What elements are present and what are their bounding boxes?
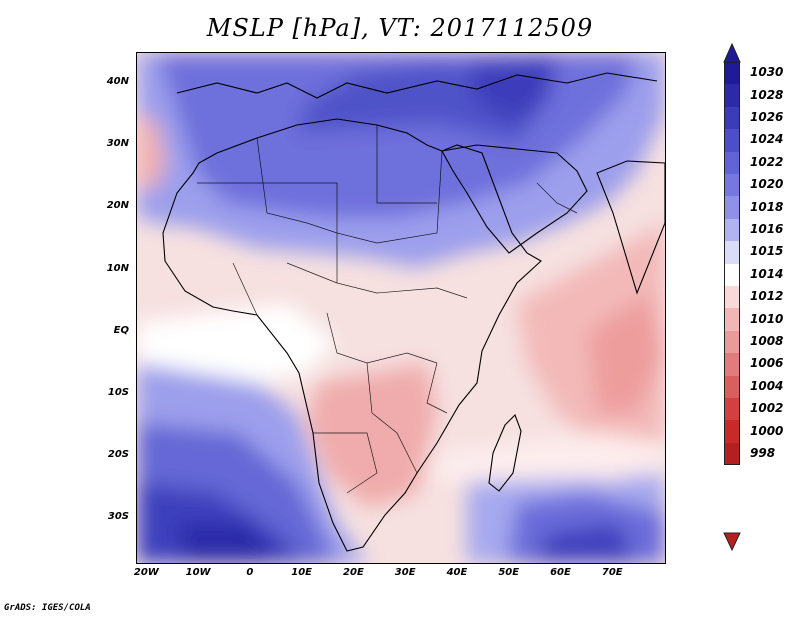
- legend-swatch-1004: [724, 375, 740, 398]
- legend-swatch-1030: [724, 62, 740, 85]
- legend-label-1015: 1015: [750, 244, 784, 259]
- legend-label-1028: 1028: [750, 87, 784, 102]
- pressure-field: [137, 53, 665, 563]
- legend-label-1014: 1014: [750, 266, 784, 281]
- legend-swatch-1014: [724, 263, 740, 286]
- legend-swatch-1015: [724, 241, 740, 264]
- legend-swatch-1022: [724, 151, 740, 174]
- lon-label-70e: 70E: [601, 567, 623, 578]
- legend-bottom-arrow: [723, 532, 741, 552]
- pressure-map: [136, 52, 666, 564]
- lon-label-50e: 50E: [498, 567, 520, 578]
- lon-label-0: 0: [246, 567, 254, 578]
- legend-label-1004: 1004: [750, 378, 784, 393]
- lon-label-40e: 40E: [446, 567, 468, 578]
- legend-label-1024: 1024: [750, 132, 784, 147]
- legend-top-arrow: [723, 42, 741, 63]
- lat-label-20n: 20N: [106, 200, 129, 212]
- legend-swatch-1002: [724, 398, 740, 421]
- legend-label-1010: 1010: [750, 311, 784, 326]
- map-title: MSLP [hPa], VT: 2017112509: [206, 14, 594, 42]
- lon-label-30e: 30E: [394, 567, 416, 578]
- lat-label-eq: EQ: [113, 324, 129, 336]
- legend-label-1018: 1018: [750, 199, 784, 214]
- legend-label-1016: 1016: [750, 222, 784, 236]
- legend-label-1030: 1030: [750, 65, 784, 80]
- legend-swatch-1024: [724, 129, 740, 152]
- legend-swatch-1016: [724, 218, 740, 242]
- lat-label-10n: 10N: [106, 262, 129, 274]
- legend-swatch-1028: [724, 84, 740, 107]
- credit-text: GrADS: IGES/COLA: [4, 603, 91, 613]
- legend-label-1000: 1000: [750, 423, 784, 438]
- legend-swatch-1010: [724, 308, 740, 331]
- lat-label-10s: 10S: [107, 387, 129, 399]
- legend-label-1022: 1022: [750, 154, 784, 169]
- legend-label-1002: 1002: [750, 401, 784, 416]
- lat-label-20s: 20S: [107, 449, 129, 461]
- legend-swatch-998: [724, 442, 740, 466]
- legend-swatch-1000: [724, 420, 740, 443]
- legend-swatch-1026: [724, 106, 740, 130]
- legend-label-1008: 1008: [750, 334, 784, 348]
- legend-label-998: 998: [750, 446, 776, 460]
- lon-label-60e: 60E: [550, 567, 571, 578]
- legend-swatch-1012: [724, 286, 740, 309]
- lon-label-10e: 10E: [291, 567, 313, 578]
- lon-label-20w: 20W: [133, 567, 159, 578]
- coastlines: [162, 72, 665, 552]
- lat-label-40n: 40N: [106, 76, 129, 88]
- lon-label-10w: 10W: [185, 567, 211, 578]
- legend-label-1012: 1012: [750, 289, 784, 304]
- borders: [197, 125, 578, 494]
- legend-label-1006: 1006: [750, 356, 784, 371]
- legend-swatch-1008: [724, 330, 740, 354]
- legend-label-1020: 1020: [750, 177, 784, 192]
- lat-label-30s: 30S: [107, 511, 129, 523]
- legend-label-1026: 1026: [750, 110, 784, 124]
- lon-label-20e: 20E: [343, 567, 364, 578]
- legend-swatch-1006: [724, 353, 740, 376]
- legend-swatch-1020: [724, 174, 740, 197]
- legend-swatch-1018: [724, 196, 740, 219]
- lat-label-30n: 30N: [106, 138, 129, 150]
